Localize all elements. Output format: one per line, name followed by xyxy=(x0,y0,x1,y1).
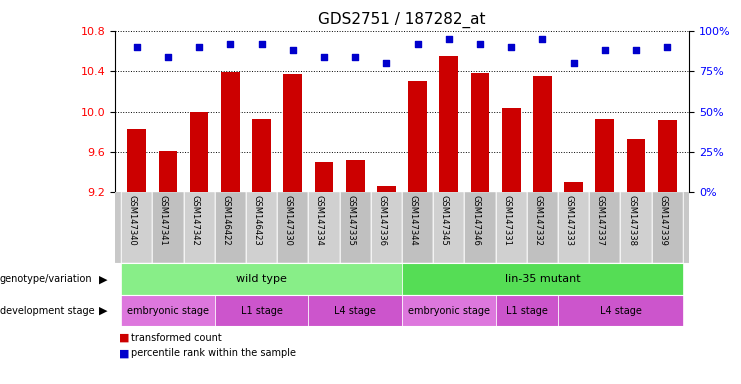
Bar xyxy=(558,192,589,263)
Text: GSM147342: GSM147342 xyxy=(190,195,199,245)
Text: GSM147346: GSM147346 xyxy=(471,195,480,245)
Text: GSM147335: GSM147335 xyxy=(346,195,355,245)
Bar xyxy=(402,192,433,263)
Bar xyxy=(402,295,496,326)
Bar xyxy=(651,192,683,263)
Bar xyxy=(533,76,552,192)
Text: ■: ■ xyxy=(119,348,129,358)
Point xyxy=(130,44,142,50)
Bar xyxy=(527,192,558,263)
Bar xyxy=(589,192,620,263)
Bar xyxy=(283,74,302,192)
Text: GSM147331: GSM147331 xyxy=(502,195,511,245)
Bar xyxy=(496,192,527,263)
Bar xyxy=(308,295,402,326)
Point xyxy=(505,44,517,50)
Bar xyxy=(190,111,208,192)
Bar xyxy=(370,192,402,263)
Bar xyxy=(215,192,246,263)
Bar xyxy=(277,192,308,263)
Point xyxy=(318,53,330,60)
Text: L4 stage: L4 stage xyxy=(334,306,376,316)
Bar xyxy=(620,192,651,263)
Text: GSM147340: GSM147340 xyxy=(127,195,136,245)
Point xyxy=(287,47,299,53)
Point xyxy=(662,44,674,50)
Bar xyxy=(558,295,683,326)
Bar xyxy=(339,192,370,263)
Bar xyxy=(346,160,365,192)
Bar xyxy=(496,295,558,326)
Bar xyxy=(252,119,271,192)
Text: embryonic stage: embryonic stage xyxy=(408,306,490,316)
Bar xyxy=(465,192,496,263)
Text: GSM146422: GSM146422 xyxy=(222,195,230,245)
Text: genotype/variation: genotype/variation xyxy=(0,274,93,284)
Point xyxy=(380,60,392,66)
Bar xyxy=(627,139,645,192)
Text: ▶: ▶ xyxy=(99,306,107,316)
Text: GSM147334: GSM147334 xyxy=(315,195,324,245)
Text: lin-35 mutant: lin-35 mutant xyxy=(505,274,580,284)
Bar xyxy=(153,192,184,263)
Point xyxy=(349,53,361,60)
Bar xyxy=(246,192,277,263)
Text: L1 stage: L1 stage xyxy=(241,306,282,316)
Text: GSM147333: GSM147333 xyxy=(565,195,574,245)
Point xyxy=(474,41,486,47)
Point xyxy=(412,41,424,47)
Bar xyxy=(221,72,239,192)
Point xyxy=(599,47,611,53)
Text: ■: ■ xyxy=(119,333,129,343)
Point xyxy=(443,36,455,42)
Bar xyxy=(439,56,458,192)
Bar xyxy=(377,186,396,192)
Text: embryonic stage: embryonic stage xyxy=(127,306,209,316)
Bar xyxy=(127,129,146,192)
Text: GSM147339: GSM147339 xyxy=(658,195,668,245)
Title: GDS2751 / 187282_at: GDS2751 / 187282_at xyxy=(318,12,486,28)
Text: ▶: ▶ xyxy=(99,274,107,284)
Bar xyxy=(433,192,465,263)
Bar xyxy=(565,182,583,192)
Text: L4 stage: L4 stage xyxy=(599,306,642,316)
Bar xyxy=(215,295,308,326)
Text: GSM147345: GSM147345 xyxy=(440,195,449,245)
Bar xyxy=(402,263,683,295)
Bar xyxy=(408,81,427,192)
Bar xyxy=(658,120,677,192)
Text: wild type: wild type xyxy=(236,274,287,284)
Point xyxy=(536,36,548,42)
Text: development stage: development stage xyxy=(0,306,95,316)
Bar xyxy=(308,192,339,263)
Bar xyxy=(315,162,333,192)
Bar xyxy=(596,119,614,192)
Bar xyxy=(471,73,489,192)
Point xyxy=(225,41,236,47)
Point xyxy=(193,44,205,50)
Text: L1 stage: L1 stage xyxy=(506,306,548,316)
Text: percentile rank within the sample: percentile rank within the sample xyxy=(131,348,296,358)
Bar xyxy=(184,192,215,263)
Text: GSM147344: GSM147344 xyxy=(408,195,418,245)
Text: GSM147337: GSM147337 xyxy=(596,195,605,245)
Text: transformed count: transformed count xyxy=(131,333,222,343)
Text: GSM147338: GSM147338 xyxy=(627,195,636,245)
Bar xyxy=(121,192,153,263)
Point xyxy=(630,47,642,53)
Bar xyxy=(121,263,402,295)
Text: GSM147341: GSM147341 xyxy=(159,195,168,245)
Bar xyxy=(502,108,521,192)
Bar xyxy=(159,151,177,192)
Text: GSM147336: GSM147336 xyxy=(377,195,386,245)
Bar xyxy=(121,295,215,326)
Text: GSM147330: GSM147330 xyxy=(284,195,293,245)
Point xyxy=(256,41,268,47)
Text: GSM146423: GSM146423 xyxy=(253,195,262,245)
Text: GSM147332: GSM147332 xyxy=(534,195,542,245)
Point xyxy=(162,53,174,60)
Point xyxy=(568,60,579,66)
